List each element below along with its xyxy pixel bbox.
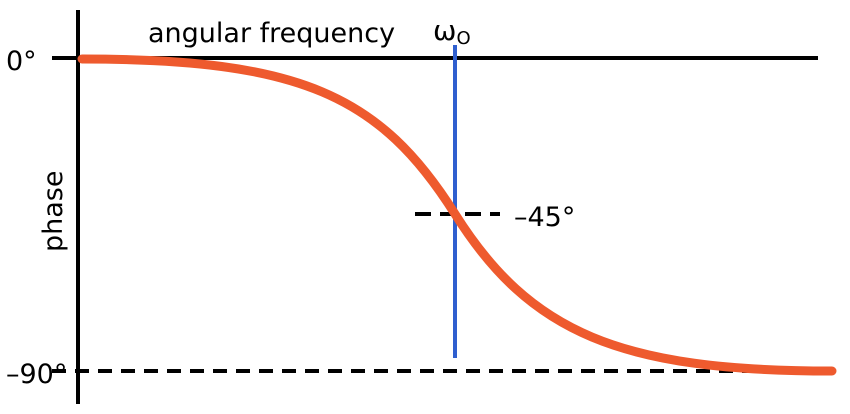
tick-label-minus-90: –90°: [6, 359, 67, 390]
x-axis-label: angular frequency: [148, 18, 395, 49]
omega-subscript: O: [456, 28, 470, 49]
annotation-minus-45: –45°: [514, 202, 575, 233]
omega-symbol: ω: [433, 14, 456, 47]
phase-curve: [77, 54, 837, 376]
tick-label-zero: 0°: [6, 46, 37, 77]
omega-zero-label: ωO: [433, 14, 471, 49]
y-axis-label: phase: [38, 171, 69, 252]
